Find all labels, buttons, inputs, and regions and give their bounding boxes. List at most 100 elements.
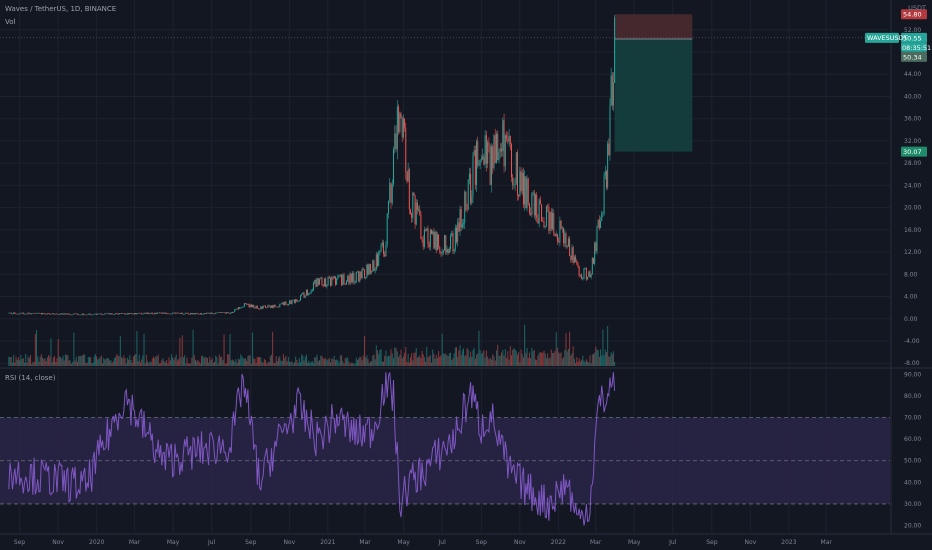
candle-body (227, 312, 229, 313)
volume-bar (13, 354, 15, 366)
candle-body (239, 307, 241, 309)
volume-bar (412, 360, 414, 366)
time-tick-label: Nov (745, 539, 757, 546)
volume-bar (396, 351, 398, 366)
volume-bar (253, 358, 255, 366)
candle-body (287, 303, 289, 306)
volume-bar (145, 354, 147, 366)
volume-bar (292, 363, 294, 366)
candle-body (420, 214, 422, 239)
volume-bar (354, 363, 356, 366)
volume-bar (414, 352, 416, 366)
candle-body (14, 312, 16, 314)
volume-bar (141, 359, 143, 366)
volume-bar (199, 363, 201, 366)
candle-body (452, 233, 454, 252)
candle-body (385, 245, 387, 257)
volume-bar (23, 362, 25, 366)
current-price-label-text: 50.55 (903, 34, 922, 42)
volume-bar (445, 353, 447, 366)
candle-body (372, 260, 374, 272)
volume-bar (349, 363, 351, 366)
candle-body (241, 306, 243, 308)
candle-body (281, 302, 283, 304)
volume-bar (96, 356, 98, 366)
candle-body (597, 219, 599, 228)
volume-bar (372, 355, 374, 366)
volume-bar (180, 357, 182, 366)
candle-body (547, 206, 549, 208)
volume-bar (138, 354, 140, 366)
volume-bar (49, 356, 51, 366)
candle-body (344, 284, 346, 285)
volume-bar (524, 324, 526, 366)
volume-bar (32, 362, 34, 366)
volume-bar (309, 363, 311, 366)
candle-body (298, 300, 300, 302)
candle-body (92, 314, 94, 316)
volume-bar (58, 356, 60, 366)
rsi-layer (8, 372, 616, 526)
volume-bar (154, 358, 156, 366)
time-tick-label: May (167, 539, 180, 546)
volume-bar (577, 361, 579, 366)
countdown-label: 08:35:51 (901, 42, 931, 52)
candle-body (91, 314, 93, 316)
candle-body (587, 276, 589, 280)
volume-bar (28, 357, 30, 366)
current-price-label: 50.55 (901, 32, 927, 43)
entry-price-label-bg (901, 51, 927, 62)
candle-body (135, 313, 137, 315)
volume-bar (473, 347, 475, 366)
candle-body (151, 312, 153, 314)
volume-bar (185, 363, 187, 366)
candle-body (42, 313, 44, 315)
candle-body (302, 292, 304, 294)
candle-body (530, 213, 532, 215)
volume-bar (45, 361, 47, 366)
candle-body (68, 313, 70, 315)
price-series-layer (8, 14, 616, 316)
volume-bar (544, 353, 546, 366)
volume-bar (162, 358, 164, 366)
candle-body (155, 312, 157, 315)
symbol-legend[interactable]: Waves / TetherUS, 1D, BINANCE (5, 5, 116, 13)
volume-bar (109, 360, 111, 366)
candle-body (396, 106, 398, 150)
volume-bar (40, 354, 42, 366)
volume-bar (569, 331, 571, 366)
candle-body (245, 303, 247, 304)
candle-body (10, 312, 12, 314)
candle-body (480, 159, 482, 161)
volume-bar (280, 360, 282, 366)
candle-body (260, 306, 262, 310)
volume-bar (359, 356, 361, 366)
volume-bar (182, 357, 184, 366)
volume-bar (432, 349, 434, 366)
volume-bar (307, 362, 309, 366)
candle-body (398, 106, 400, 132)
volume-bar (571, 353, 573, 366)
volume-bar (111, 363, 113, 366)
rsi-legend[interactable]: RSI (14, close) (5, 374, 55, 382)
volume-legend[interactable]: Vol (5, 18, 15, 26)
time-tick-label: May (397, 539, 410, 546)
candle-body (21, 312, 23, 314)
volume-bar (447, 356, 449, 366)
candle-body (484, 135, 486, 165)
candle-body (600, 220, 602, 229)
volume-bar (525, 352, 527, 366)
time-tick-label: Mar (129, 539, 141, 546)
candle-body (295, 299, 297, 303)
volume-bar (139, 362, 141, 366)
volume-bar (468, 357, 470, 366)
candle-body (543, 221, 545, 228)
volume-bar (487, 356, 489, 366)
candle-body (374, 269, 376, 271)
volume-bar (451, 359, 453, 366)
candle-body (225, 312, 227, 314)
volume-bar (477, 353, 479, 366)
candle-body (381, 242, 383, 246)
time-tick-label: Mar (821, 539, 833, 546)
